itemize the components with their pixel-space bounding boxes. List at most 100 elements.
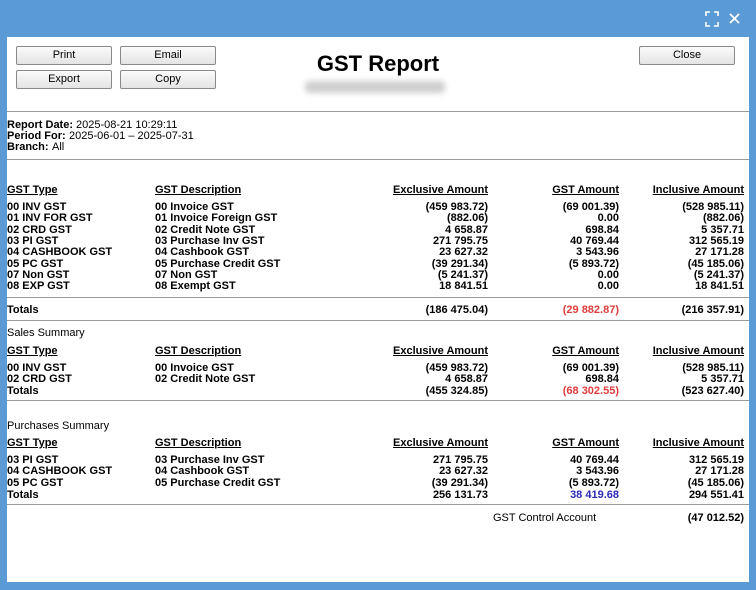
- info-value: 2025-08-21 10:29:11: [76, 119, 178, 131]
- column-header: GST Type: [7, 437, 58, 449]
- table-cell: (528 985.11): [682, 201, 744, 213]
- table-cell: 05 PC GST: [7, 476, 64, 489]
- info-label: Branch:: [7, 141, 49, 153]
- table-cell: 02 Credit Note GST: [155, 373, 256, 386]
- divider: [7, 400, 749, 401]
- totals-label: Totals: [7, 304, 39, 316]
- table-cell: 04 Cashbook GST: [155, 465, 250, 478]
- button[interactable]: Close: [639, 46, 735, 65]
- table-cell: 03 Purchase Inv GST: [155, 235, 265, 248]
- column-header: GST Amount: [552, 184, 619, 196]
- table-cell: 23 627.32: [439, 246, 488, 259]
- table-cell: 02 CRD GST: [7, 223, 72, 236]
- table-cell: 18 841.51: [695, 280, 744, 293]
- table-cell: 03 Purchase Inv GST: [155, 454, 265, 466]
- table-cell: (69 001.39): [562, 201, 619, 213]
- table-cell: 03 PI GST: [7, 454, 59, 466]
- totals-label: Totals: [7, 489, 39, 501]
- table-cell: 08 EXP GST: [7, 280, 70, 293]
- table-cell: 04 Cashbook GST: [155, 246, 250, 259]
- totals-value: (216 357.91): [681, 304, 744, 316]
- table-cell: 08 Exempt GST: [155, 280, 236, 293]
- table-cell: (39 291.34): [431, 257, 488, 270]
- column-header: GST Type: [7, 184, 58, 196]
- column-header: Inclusive Amount: [652, 437, 744, 449]
- control-label: GST Control Account: [493, 512, 597, 524]
- table-cell: 3 543.96: [576, 465, 619, 478]
- table-cell: 01 Invoice Foreign GST: [155, 212, 278, 225]
- table-cell: (459 983.72): [425, 362, 488, 374]
- table-cell: 00 INV GST: [7, 201, 67, 213]
- column-header: GST Description: [155, 184, 242, 196]
- table-cell: 698.84: [585, 223, 619, 236]
- table-cell: 312 565.19: [688, 454, 744, 466]
- table-cell: (528 985.11): [682, 362, 744, 374]
- button[interactable]: Export: [16, 70, 112, 89]
- table-cell: (5 893.72): [568, 476, 619, 489]
- title-bar: [705, 11, 740, 27]
- table-cell: 05 Purchase Credit GST: [155, 257, 281, 270]
- table-cell: 4 658.87: [445, 223, 488, 236]
- button[interactable]: Email: [120, 46, 216, 65]
- totals-label: Totals: [7, 385, 39, 397]
- table-cell: 00 INV GST: [7, 362, 67, 374]
- table-cell: 27 171.28: [695, 465, 744, 478]
- column-header: GST Description: [155, 437, 242, 449]
- info-label: Report Date:: [7, 119, 74, 131]
- maximize-icon[interactable]: [705, 11, 719, 27]
- table-cell: (39 291.34): [431, 476, 488, 489]
- table-cell: 0.00: [597, 280, 619, 293]
- table-cell: 271 795.75: [432, 454, 488, 466]
- table-cell: 05 Purchase Credit GST: [155, 476, 281, 489]
- table-cell: 07 Non GST: [7, 269, 70, 282]
- button[interactable]: Print: [16, 46, 112, 65]
- section-title: Sales Summary: [7, 327, 85, 339]
- divider: [7, 504, 749, 505]
- table-cell: 698.84: [585, 373, 619, 386]
- column-header: Exclusive Amount: [393, 184, 488, 196]
- column-header: GST Description: [155, 345, 242, 357]
- column-header: GST Amount: [552, 437, 619, 449]
- table-cell: (5 893.72): [568, 257, 619, 270]
- table-cell: 0.00: [597, 269, 619, 282]
- column-header: Exclusive Amount: [393, 345, 488, 357]
- totals-value: 38 419.68: [570, 489, 619, 501]
- table-cell: 00 Invoice GST: [155, 362, 234, 374]
- table-cell: (5 241.37): [437, 269, 488, 282]
- column-header: Exclusive Amount: [393, 437, 488, 449]
- divider: [7, 159, 749, 160]
- table-cell: (5 241.37): [693, 269, 744, 282]
- table-cell: (459 983.72): [425, 201, 488, 213]
- totals-value: (68 302.55): [562, 385, 619, 397]
- divider: [7, 297, 749, 298]
- table-cell: 04 CASHBOOK GST: [7, 465, 113, 478]
- column-header: GST Amount: [552, 345, 619, 357]
- button[interactable]: Copy: [120, 70, 216, 89]
- table-cell: 18 841.51: [439, 280, 488, 293]
- table-cell: (882.06): [703, 212, 744, 225]
- table-cell: 312 565.19: [688, 235, 744, 248]
- table-cell: 01 INV FOR GST: [7, 212, 93, 225]
- table-cell: 27 171.28: [695, 246, 744, 259]
- table-cell: 3 543.96: [576, 246, 619, 259]
- totals-value: (523 627.40): [681, 385, 744, 397]
- totals-value: (29 882.87): [562, 304, 619, 316]
- totals-value: 256 131.73: [432, 489, 488, 501]
- table-cell: 00 Invoice GST: [155, 201, 234, 213]
- control-value: (47 012.52): [687, 512, 744, 524]
- info-value: 2025-06-01 – 2025-07-31: [69, 130, 194, 142]
- close-icon[interactable]: [729, 13, 740, 24]
- table-cell: 40 769.44: [570, 235, 619, 248]
- info-value: All: [52, 141, 65, 153]
- column-header: Inclusive Amount: [652, 184, 744, 196]
- table-cell: 5 357.71: [701, 223, 744, 236]
- report-panel: GST Report Print Email Export Copy Close Repo…: [7, 37, 749, 582]
- info-label: Period For:: [7, 130, 66, 142]
- table-cell: 04 CASHBOOK GST: [7, 246, 113, 259]
- table-cell: 03 PI GST: [7, 235, 59, 248]
- table-cell: 4 658.87: [445, 373, 488, 386]
- totals-value: (186 475.04): [425, 304, 488, 316]
- table-cell: 02 Credit Note GST: [155, 223, 256, 236]
- table-cell: 23 627.32: [439, 465, 488, 478]
